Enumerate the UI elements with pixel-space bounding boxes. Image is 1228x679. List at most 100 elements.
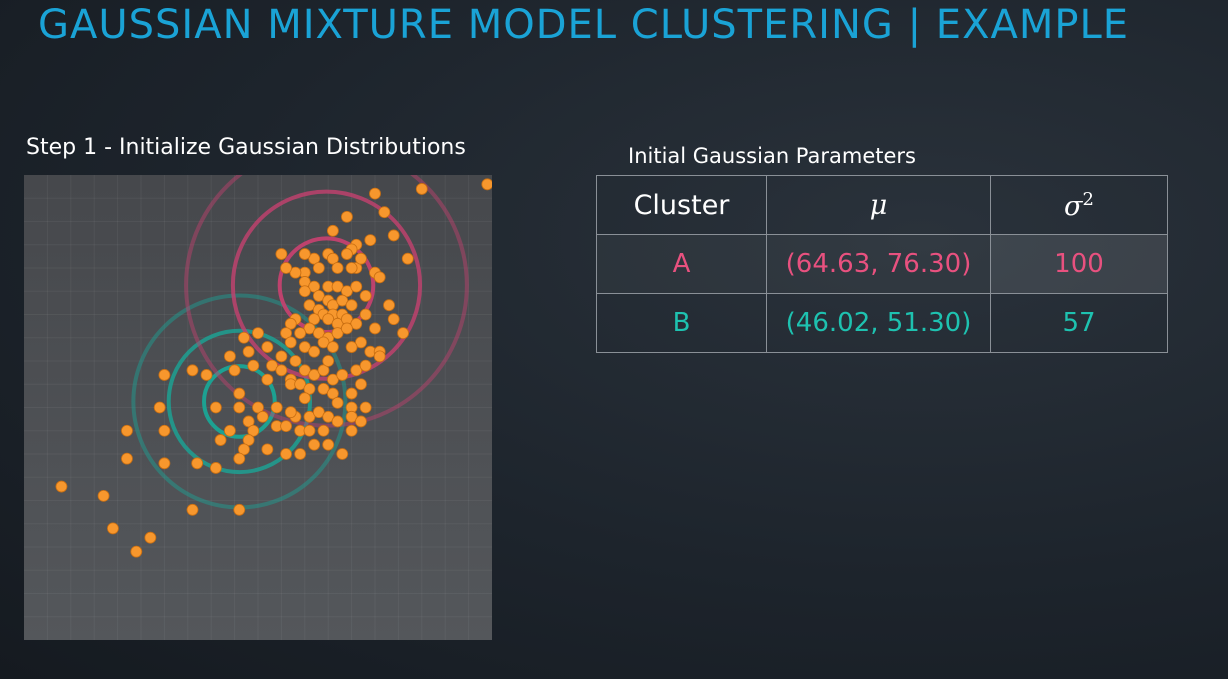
data-point: [322, 313, 335, 326]
data-point: [242, 434, 255, 446]
data-point: [355, 415, 367, 428]
data-point: [341, 210, 353, 223]
data-point: [284, 336, 297, 349]
data-point: [308, 345, 321, 358]
data-point: [336, 294, 349, 307]
data-point: [373, 350, 386, 363]
data-point: [481, 178, 492, 191]
data-point: [331, 280, 344, 293]
data-point: [298, 341, 311, 353]
header-sigma-squared: σ2: [990, 175, 1168, 235]
data-point: [298, 364, 311, 377]
data-point: [261, 373, 274, 386]
sigma-exponent: 2: [1082, 188, 1094, 210]
cell-cluster-b: B: [596, 293, 767, 353]
data-point: [144, 531, 157, 544]
data-point: [303, 424, 316, 437]
scatter-plot: [24, 175, 492, 640]
data-point: [280, 420, 292, 433]
data-point: [191, 457, 204, 470]
data-point: [331, 415, 344, 428]
data-point: [256, 410, 269, 423]
data-point: [209, 401, 222, 414]
data-point: [214, 434, 227, 446]
data-point: [252, 401, 264, 414]
data-point: [350, 317, 363, 330]
data-point: [359, 359, 372, 372]
data-point: [209, 462, 222, 474]
data-point: [298, 392, 311, 405]
data-point: [317, 336, 330, 349]
data-point: [294, 448, 307, 460]
data-point: [387, 313, 400, 326]
header-cluster: Cluster: [596, 175, 767, 235]
data-point: [294, 327, 307, 340]
data-point: [341, 248, 353, 260]
data-point: [233, 387, 246, 400]
data-point: [252, 327, 264, 340]
data-point: [153, 401, 166, 414]
data-point: [270, 401, 283, 414]
data-point: [312, 262, 325, 274]
data-point: [280, 448, 292, 460]
data-point: [186, 364, 199, 377]
data-point: [158, 369, 171, 381]
data-point: [303, 382, 316, 395]
cell-sigma2-a: 100: [990, 234, 1168, 294]
data-point: [303, 322, 316, 335]
cell-cluster-a: A: [596, 234, 767, 294]
cell-mu-a: (64.63, 76.30): [766, 234, 991, 294]
data-point: [294, 378, 307, 391]
data-point: [331, 396, 344, 409]
data-point: [158, 457, 171, 470]
data-point: [336, 369, 349, 381]
data-point: [280, 262, 292, 274]
data-point: [341, 322, 353, 335]
data-point: [326, 224, 339, 237]
sigma-symbol: σ: [1064, 190, 1083, 222]
cell-mu-b: (46.02, 51.30): [766, 293, 991, 353]
data-point: [345, 424, 358, 437]
data-point: [401, 252, 414, 265]
data-point: [345, 299, 358, 312]
data-point: [415, 183, 428, 195]
data-point: [289, 355, 302, 367]
step-label: Step 1 - Initialize Gaussian Distributio…: [26, 135, 466, 160]
data-point: [364, 234, 377, 246]
data-point: [326, 373, 339, 386]
gaussian-parameters-table: Cluster μ σ2 A (64.63, 76.30) 100 B (46.…: [596, 175, 1168, 353]
cell-sigma2-b: 57: [990, 293, 1168, 353]
data-point: [233, 401, 246, 414]
data-point: [247, 424, 260, 437]
data-point: [97, 489, 110, 502]
data-point: [383, 299, 395, 312]
data-point: [298, 285, 311, 298]
data-point: [242, 415, 255, 428]
data-point: [322, 355, 335, 367]
data-point: [312, 290, 325, 302]
data-point: [130, 545, 143, 558]
data-point: [275, 364, 288, 377]
data-point: [326, 341, 339, 353]
data-point: [345, 262, 358, 274]
data-point: [317, 382, 330, 395]
data-point: [158, 424, 171, 437]
data-point: [247, 359, 260, 372]
data-point: [322, 410, 335, 423]
cluster-b-ring-1sigma: [202, 364, 277, 439]
data-point: [303, 299, 316, 312]
data-point: [312, 327, 325, 340]
data-point: [228, 364, 241, 377]
data-point: [303, 410, 316, 423]
data-point: [345, 341, 358, 353]
data-point: [121, 452, 133, 465]
data-point: [224, 350, 236, 363]
data-point: [107, 522, 119, 535]
data-point: [369, 322, 381, 335]
data-point: [55, 480, 68, 493]
header-mu: μ: [766, 175, 991, 235]
data-point: [336, 448, 349, 460]
cluster-a-ring-2sigma: [230, 189, 423, 381]
cluster-a-ring-1sigma: [277, 236, 376, 335]
data-point: [345, 410, 358, 423]
